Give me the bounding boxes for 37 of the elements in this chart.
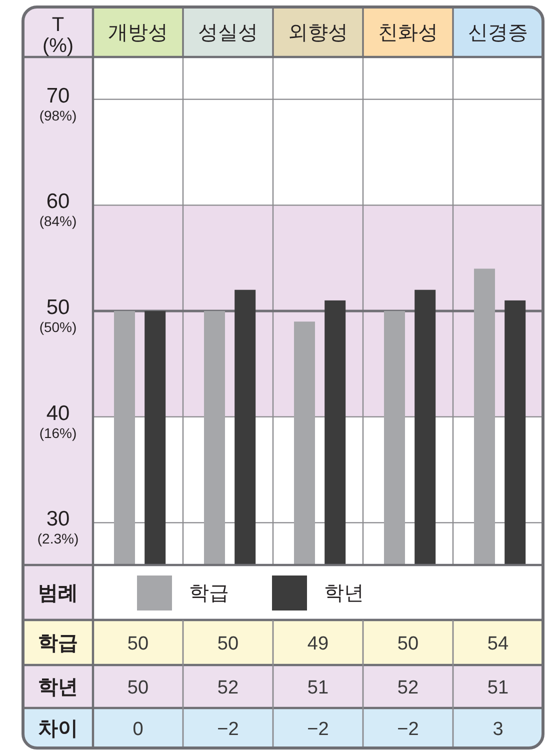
data-label: 52 — [397, 678, 419, 698]
x-tick-label: 성실성 — [198, 22, 258, 44]
data-label: 50 — [127, 678, 149, 698]
data-label: 51 — [307, 678, 329, 698]
text: 학급 — [38, 632, 78, 654]
text: −2 — [307, 719, 329, 740]
legend-label: 학년 — [324, 582, 364, 604]
legend-title: 범례 — [38, 582, 78, 604]
y-tick-label: 30 — [46, 508, 70, 531]
text: 학년 — [38, 676, 78, 698]
y-tick-label: 70 — [46, 84, 70, 108]
y-axis-title: T (%) — [42, 14, 74, 57]
text: −2 — [397, 719, 419, 740]
text: 3 — [492, 719, 504, 740]
data-label: 50 — [217, 634, 239, 654]
text: (84%) — [39, 213, 77, 230]
data-label: 51 — [487, 678, 509, 698]
data-label: 49 — [307, 634, 329, 654]
data-label: 52 — [217, 678, 239, 698]
legend-label: 학급 — [189, 582, 229, 604]
data-label: 50 — [127, 634, 149, 654]
y-tick-label: 50 — [46, 296, 70, 319]
text: 차이 — [38, 718, 78, 740]
data-label: 54 — [487, 634, 509, 654]
data-label: 50 — [397, 634, 419, 654]
text: −2 — [217, 719, 239, 740]
y-tick-label: 60 — [46, 190, 70, 214]
x-tick-label: 개방성 — [108, 22, 168, 44]
x-tick-label: 친화성 — [378, 22, 438, 44]
text: (98%) — [39, 107, 77, 124]
text: 0 — [132, 719, 144, 740]
x-tick-label: 신경증 — [468, 22, 528, 44]
y-tick-label: 40 — [46, 402, 70, 425]
x-tick-label: 외향성 — [288, 22, 348, 44]
text: (16%) — [39, 424, 77, 441]
text: (50%) — [39, 319, 77, 335]
text: (2.3%) — [37, 530, 79, 547]
